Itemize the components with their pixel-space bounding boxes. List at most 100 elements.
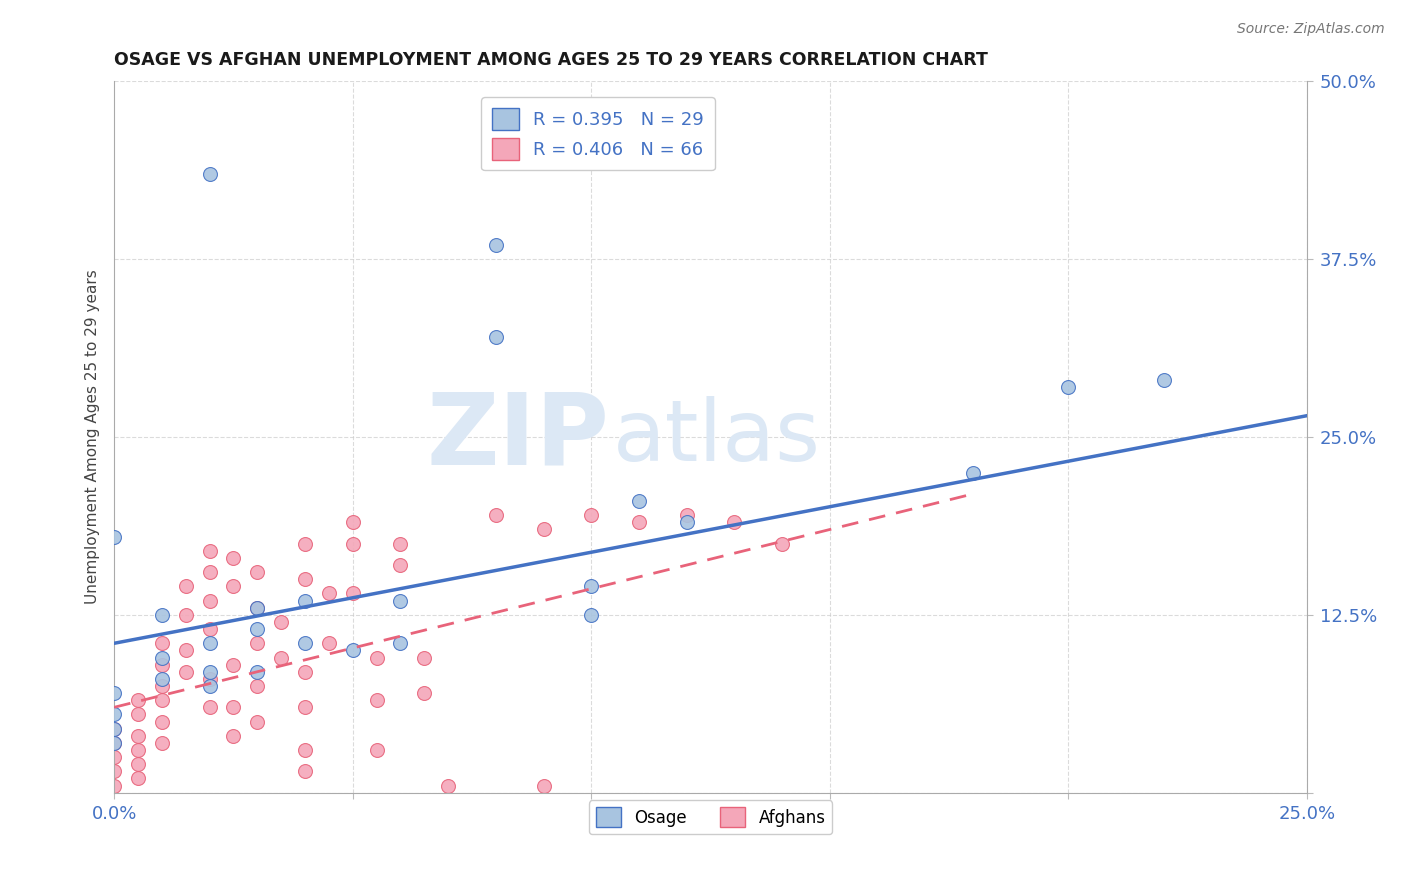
Point [222,729,245,743]
Point [294,537,316,551]
Point [246,565,269,579]
Point [246,679,269,693]
Point [389,537,412,551]
Point [389,636,412,650]
Point [246,600,269,615]
Point [198,543,221,558]
Point [342,643,364,657]
Point [581,607,603,622]
Point [485,508,508,523]
Point [150,693,173,707]
Point [246,714,269,729]
Point [222,550,245,565]
Point [723,516,745,530]
Point [581,508,603,523]
Point [103,779,125,793]
Point [174,607,197,622]
Point [294,572,316,586]
Point [103,736,125,750]
Point [366,650,388,665]
Point [246,600,269,615]
Point [198,679,221,693]
Point [150,714,173,729]
Point [270,650,292,665]
Point [485,238,508,252]
Point [770,537,793,551]
Point [485,330,508,344]
Point [103,707,125,722]
Point [127,707,149,722]
Point [533,523,555,537]
Point [150,650,173,665]
Point [103,722,125,736]
Point [246,665,269,679]
Point [389,593,412,607]
Point [174,643,197,657]
Point [198,167,221,181]
Point [174,665,197,679]
Point [150,657,173,672]
Point [127,729,149,743]
Point [103,530,125,544]
Point [103,736,125,750]
Point [342,586,364,600]
Point [246,622,269,636]
Point [628,494,651,508]
Point [389,558,412,572]
Point [174,579,197,593]
Point [150,679,173,693]
Point [222,657,245,672]
Legend: Osage, Afghans: Osage, Afghans [589,800,832,834]
Point [150,736,173,750]
Point [581,579,603,593]
Point [675,516,697,530]
Point [127,693,149,707]
Point [127,772,149,786]
Point [675,508,697,523]
Point [198,665,221,679]
Point [294,593,316,607]
Point [198,622,221,636]
Point [103,686,125,700]
Point [198,636,221,650]
Point [222,700,245,714]
Point [198,593,221,607]
Point [1153,373,1175,387]
Point [198,672,221,686]
Point [318,586,340,600]
Point [342,537,364,551]
Point [342,516,364,530]
Point [150,672,173,686]
Point [294,764,316,779]
Point [294,665,316,679]
Point [222,579,245,593]
Point [437,779,460,793]
Point [366,743,388,757]
Point [413,650,436,665]
Point [962,466,984,480]
Point [294,700,316,714]
Text: atlas: atlas [613,395,821,478]
Text: ZIP: ZIP [426,389,609,485]
Point [150,607,173,622]
Point [103,764,125,779]
Point [246,636,269,650]
Point [198,700,221,714]
Point [413,686,436,700]
Point [294,636,316,650]
Y-axis label: Unemployment Among Ages 25 to 29 years: Unemployment Among Ages 25 to 29 years [86,269,100,605]
Point [103,722,125,736]
Point [533,779,555,793]
Point [628,516,651,530]
Point [127,743,149,757]
Point [318,636,340,650]
Point [103,750,125,764]
Point [1057,380,1080,394]
Point [150,636,173,650]
Point [294,743,316,757]
Point [198,565,221,579]
Point [127,757,149,772]
Point [270,615,292,629]
Text: Source: ZipAtlas.com: Source: ZipAtlas.com [1237,22,1385,37]
Point [366,693,388,707]
